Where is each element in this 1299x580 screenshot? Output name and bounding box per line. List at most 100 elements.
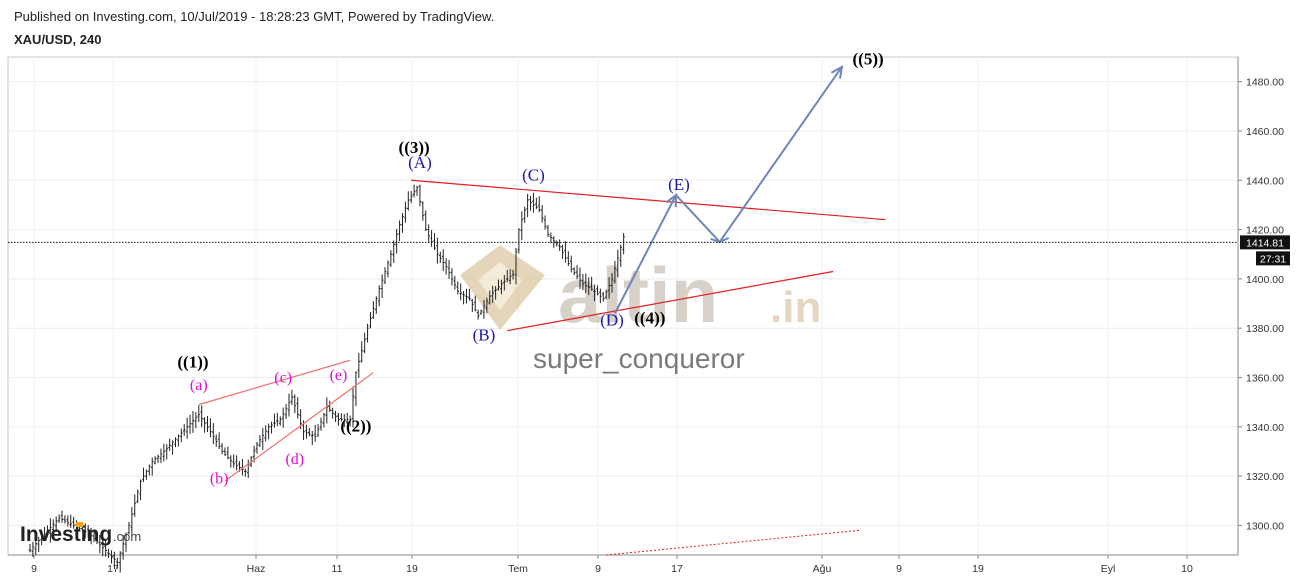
- candle: [473, 295, 477, 312]
- candle: [572, 267, 576, 276]
- candle: [223, 447, 227, 456]
- candle: [72, 516, 75, 529]
- candle: [232, 454, 235, 468]
- candle: [398, 220, 401, 242]
- wave-label: (B): [473, 326, 496, 345]
- candle: [156, 454, 160, 463]
- candle: [561, 244, 564, 259]
- candle: [212, 423, 215, 445]
- candle: [535, 197, 538, 209]
- candle: [148, 464, 151, 476]
- y-tick-label: 1340.00: [1246, 422, 1284, 434]
- candle: [540, 204, 544, 223]
- x-tick-label: Ağu: [813, 563, 832, 575]
- candle: [607, 277, 611, 299]
- candle: [424, 210, 428, 232]
- candle: [142, 467, 145, 482]
- candle: [497, 279, 500, 291]
- wave-label: (d): [285, 451, 304, 468]
- candle: [139, 479, 142, 501]
- candle: [427, 224, 430, 242]
- candle: [308, 427, 311, 437]
- candle: [366, 323, 369, 343]
- trendline-lower: [224, 372, 374, 482]
- candle: [450, 268, 454, 286]
- candle: [290, 389, 294, 405]
- candle: [596, 285, 599, 296]
- candle: [465, 288, 468, 304]
- candle: [421, 201, 425, 221]
- candle: [374, 296, 378, 314]
- candle: [197, 405, 201, 423]
- candle: [564, 241, 567, 263]
- symbol-title: XAU/USD, 240: [14, 32, 102, 47]
- altin-logo-mark-inner: [478, 262, 522, 310]
- projection-path: [614, 66, 843, 314]
- candle: [31, 541, 35, 557]
- candle: [182, 424, 186, 436]
- candle: [407, 191, 410, 211]
- candle: [177, 434, 180, 447]
- candle: [83, 523, 87, 539]
- candle: [622, 233, 625, 255]
- candle: [267, 423, 270, 440]
- wave-label: ((5)): [853, 49, 884, 68]
- y-gridlines: [8, 81, 1242, 526]
- candle: [389, 250, 393, 267]
- candle: [456, 281, 460, 295]
- wave-label: (e): [330, 367, 348, 384]
- candle: [345, 412, 349, 424]
- candle: [613, 260, 617, 284]
- x-tick-label: 19: [972, 563, 984, 575]
- candle: [162, 443, 166, 462]
- candle: [281, 407, 285, 428]
- candle: [194, 412, 198, 429]
- candle: [116, 557, 119, 569]
- candle: [209, 418, 212, 438]
- countdown-tag-bg: [1256, 251, 1290, 266]
- investing-logo-suffix: .com: [113, 529, 141, 544]
- x-tick-label: 9: [31, 563, 37, 575]
- candle: [113, 551, 116, 569]
- trendline-lower: [507, 270, 834, 332]
- author-watermark: super_conqueror: [533, 343, 745, 374]
- investing-logo-accent: [76, 522, 83, 527]
- candle: [590, 276, 593, 291]
- candle: [185, 417, 189, 439]
- investing-logo-text: Investing: [20, 523, 112, 546]
- candle: [537, 196, 541, 213]
- candle: [89, 527, 93, 545]
- candle: [476, 309, 480, 320]
- candle: [124, 532, 128, 553]
- candle: [575, 265, 579, 280]
- x-tick-label: Eyl: [1101, 563, 1116, 575]
- candle: [328, 400, 332, 412]
- candle: [433, 233, 436, 251]
- candle: [322, 412, 326, 428]
- altin-watermark: altin .in: [460, 245, 821, 339]
- candle: [313, 424, 317, 442]
- candle: [136, 489, 139, 504]
- candle: [229, 455, 233, 468]
- candle: [276, 412, 279, 427]
- candle: [409, 191, 413, 204]
- candle: [392, 240, 396, 263]
- candle: [471, 299, 474, 313]
- wave-label: ((4)): [634, 308, 665, 327]
- candle: [351, 386, 355, 428]
- x-tick-label: 9: [595, 563, 601, 575]
- candle: [244, 468, 247, 477]
- candle: [342, 413, 346, 428]
- candles: [28, 184, 625, 573]
- x-tick-label: 10: [1181, 563, 1193, 575]
- candle: [37, 536, 41, 553]
- candle: [520, 211, 524, 241]
- candle: [34, 534, 38, 556]
- candle: [54, 516, 58, 532]
- candle: [316, 424, 320, 437]
- x-tick-label: 11: [332, 563, 343, 575]
- price-tag-text: 1414.81: [1246, 237, 1284, 249]
- candle: [51, 519, 55, 539]
- wave-label: (c): [274, 369, 292, 386]
